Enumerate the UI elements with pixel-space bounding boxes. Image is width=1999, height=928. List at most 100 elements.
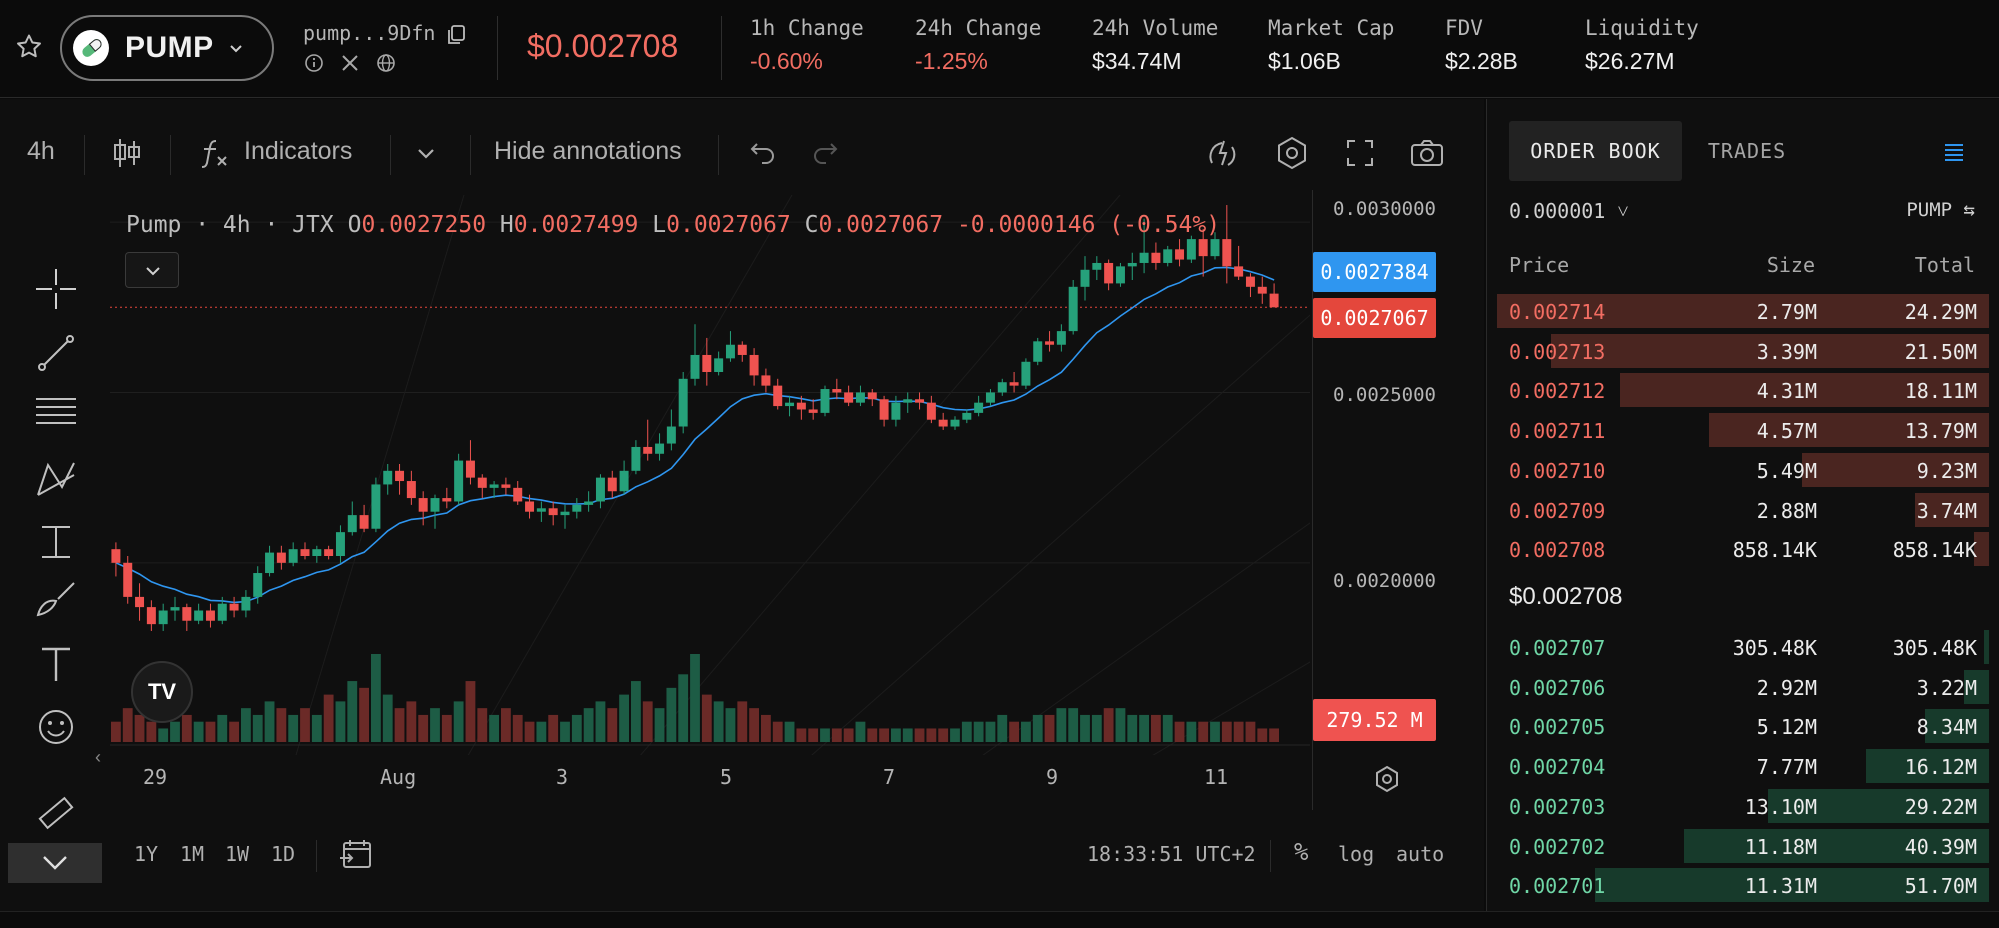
ask-row[interactable]: 0.002713 3.39M 21.50M [1497,333,1989,368]
legend-collapse-button[interactable] [125,252,179,288]
brush-icon[interactable] [34,577,78,621]
row-price: 0.002706 [1509,675,1606,700]
volume-tag: 279.52 M [1313,699,1436,741]
range-1m-button[interactable]: 1M [180,842,205,866]
chart-bottom-bar: 1Y 1M 1W 1D 18:33:51 UTC+2 % log auto [0,826,1484,886]
crosshair-icon[interactable] [34,267,78,311]
ask-row[interactable]: 0.002710 5.49M 9.23M [1497,452,1989,487]
volume-bar [571,714,582,742]
precision-select[interactable]: 0.000001 ˅ [1509,199,1629,223]
row-total: 21.50M [1904,339,1977,364]
candle-body [1139,252,1149,263]
volume-bar [749,708,759,742]
camera-icon[interactable] [1407,133,1447,173]
percent-button[interactable]: % [1294,838,1309,866]
interval-button[interactable]: 4h [27,137,55,165]
range-1y-button[interactable]: 1Y [134,842,159,866]
volume-bar [1115,708,1126,742]
volume-bar [489,714,499,742]
volume-bar [122,708,133,742]
trend-line-icon[interactable] [34,331,78,375]
candle-body [1009,382,1019,386]
candle-body [1151,252,1161,263]
settings-icon[interactable] [1272,133,1312,173]
ask-row[interactable]: 0.002708 858.14K 858.14K [1497,532,1989,567]
chevron-left-icon[interactable]: ‹ [95,747,101,767]
alert-icon[interactable] [1202,133,1242,173]
tab-trades[interactable]: TRADES [1707,139,1787,163]
tradingview-logo[interactable]: TV [131,661,193,723]
horizontal-lines-icon[interactable] [34,389,78,433]
ask-row[interactable]: 0.002709 2.88M 3.74M [1497,492,1989,527]
function-icon[interactable] [192,133,232,173]
grid-line [1152,661,1310,755]
volume-bar [1139,714,1149,742]
range-1w-button[interactable]: 1W [225,842,250,866]
info-icon[interactable] [303,52,325,74]
log-button[interactable]: log [1338,842,1375,866]
star-icon[interactable] [14,32,44,62]
hide-annotations-button[interactable]: Hide annotations [494,137,682,165]
volume-bar [1257,728,1268,742]
token-logo [73,30,109,66]
ruler-icon[interactable] [34,791,78,835]
redo-icon[interactable] [808,133,848,173]
candle-body [773,385,783,407]
layout-menu-icon[interactable] [1943,141,1965,163]
volume-bar [831,728,842,742]
indicators-button[interactable]: Indicators [244,137,353,165]
token-selector[interactable]: PUMP [60,15,274,81]
row-price: 0.002704 [1509,755,1606,780]
undo-icon[interactable] [740,133,780,173]
price-chart[interactable] [110,195,1310,755]
asset-toggle[interactable]: PUMP ⇆ [1906,199,1975,221]
volume-bar [1233,721,1244,742]
candle-body [1269,293,1279,308]
candle-body [1080,269,1090,287]
bid-row[interactable]: 0.002705 5.12M 8.34M [1497,709,1989,744]
volume-bar [678,674,689,742]
goto-date-icon[interactable] [338,836,374,872]
pattern-icon[interactable] [34,457,78,501]
candle-body [1234,266,1244,277]
settings-icon[interactable] [1372,764,1402,794]
measure-range-icon[interactable] [34,519,78,563]
volume-bar [1056,708,1067,742]
volume-bar [950,728,960,742]
globe-icon[interactable] [375,52,397,74]
x-twitter-icon[interactable] [339,52,361,74]
volume-bar [205,721,216,742]
fullscreen-icon[interactable] [1340,133,1380,173]
ask-row[interactable]: 0.002714 2.79M 24.29M [1497,294,1989,328]
candle-body [123,562,133,597]
copy-icon[interactable] [446,24,466,46]
row-price: 0.002714 [1509,300,1606,324]
candles-icon[interactable] [106,133,146,173]
column-header-size: Size [1766,253,1815,277]
volume-bar [1174,721,1185,742]
auto-button[interactable]: auto [1396,842,1445,866]
row-total: 40.39M [1904,834,1977,859]
time-tick: 9 [1046,765,1059,789]
bid-row[interactable]: 0.002704 7.77M 16.12M [1497,749,1989,784]
ask-row[interactable]: 0.002711 4.57M 13.79M [1497,413,1989,448]
collapse-toolbar-button[interactable] [8,843,102,883]
bid-row[interactable]: 0.002703 13.10M 29.22M [1497,788,1989,823]
volume-bar [1021,721,1031,742]
bid-row[interactable]: 0.002702 11.18M 40.39M [1497,828,1989,863]
emoji-icon[interactable] [34,705,78,749]
column-header-price: Price [1509,253,1570,277]
row-size: 11.18M [1744,834,1817,859]
text-icon[interactable] [34,641,78,685]
ask-row[interactable]: 0.002712 4.31M 18.11M [1497,373,1989,408]
chevron-down-icon[interactable] [406,133,446,173]
range-1d-button[interactable]: 1D [271,842,296,866]
bid-row[interactable]: 0.002707 305.48K 305.48K [1497,630,1989,664]
chevron-down-icon [229,45,242,53]
bid-row[interactable]: 0.002706 2.92M 3.22M [1497,669,1989,704]
row-price: 0.002709 [1509,498,1606,523]
candle-body [560,511,570,516]
bid-row[interactable]: 0.002701 11.31M 51.70M [1497,868,1989,903]
tab-order-book[interactable]: ORDER BOOK [1509,121,1682,181]
divider [718,135,719,175]
